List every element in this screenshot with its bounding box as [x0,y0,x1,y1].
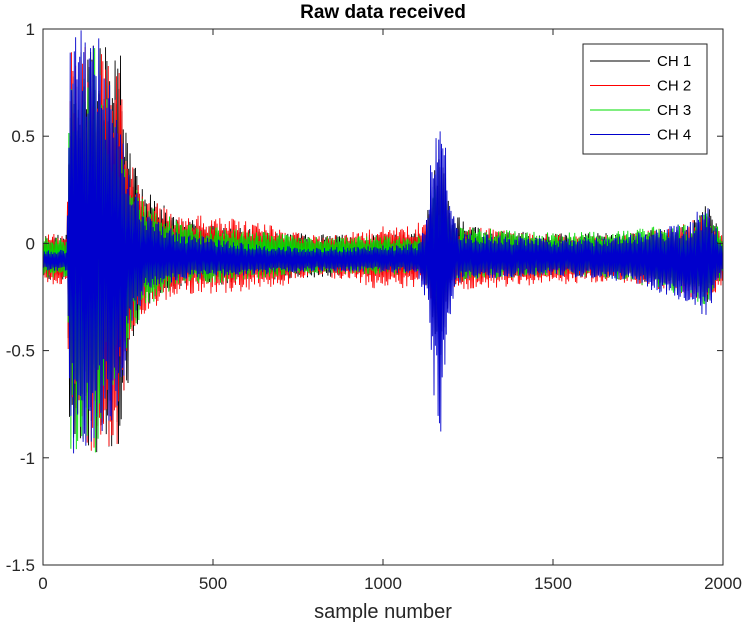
y-tick-label: 1 [26,20,35,39]
x-axis-label: sample number [314,601,452,623]
legend-label-ch3: CH 3 [657,102,691,119]
legend-label-ch1: CH 1 [657,53,691,70]
chart-title: Raw data received [300,2,466,23]
x-tick-label: 0 [38,574,47,593]
y-tick-label: 0.5 [11,127,35,146]
legend-label-ch4: CH 4 [657,127,691,144]
legend: CH 1 CH 2 CH 3 CH 4 [582,43,708,155]
legend-label-ch2: CH 2 [657,78,691,95]
ticks-layer: 0 500 1000 1500 2000 1 0.5 0 -0.5 -1 -1.5 [6,20,742,593]
x-tick-label: 2000 [704,574,742,593]
legend-box [582,43,708,155]
series-line-ch4 [43,30,723,454]
x-tick-label: 1500 [534,574,572,593]
y-tick-label: -1.5 [6,556,35,575]
x-tick-label: 500 [199,574,227,593]
series-layer [43,30,723,454]
x-tick-label: 1000 [364,574,402,593]
y-tick-label: 0 [26,234,35,253]
y-tick-label: -0.5 [6,342,35,361]
y-tick-label: -1 [20,449,35,468]
